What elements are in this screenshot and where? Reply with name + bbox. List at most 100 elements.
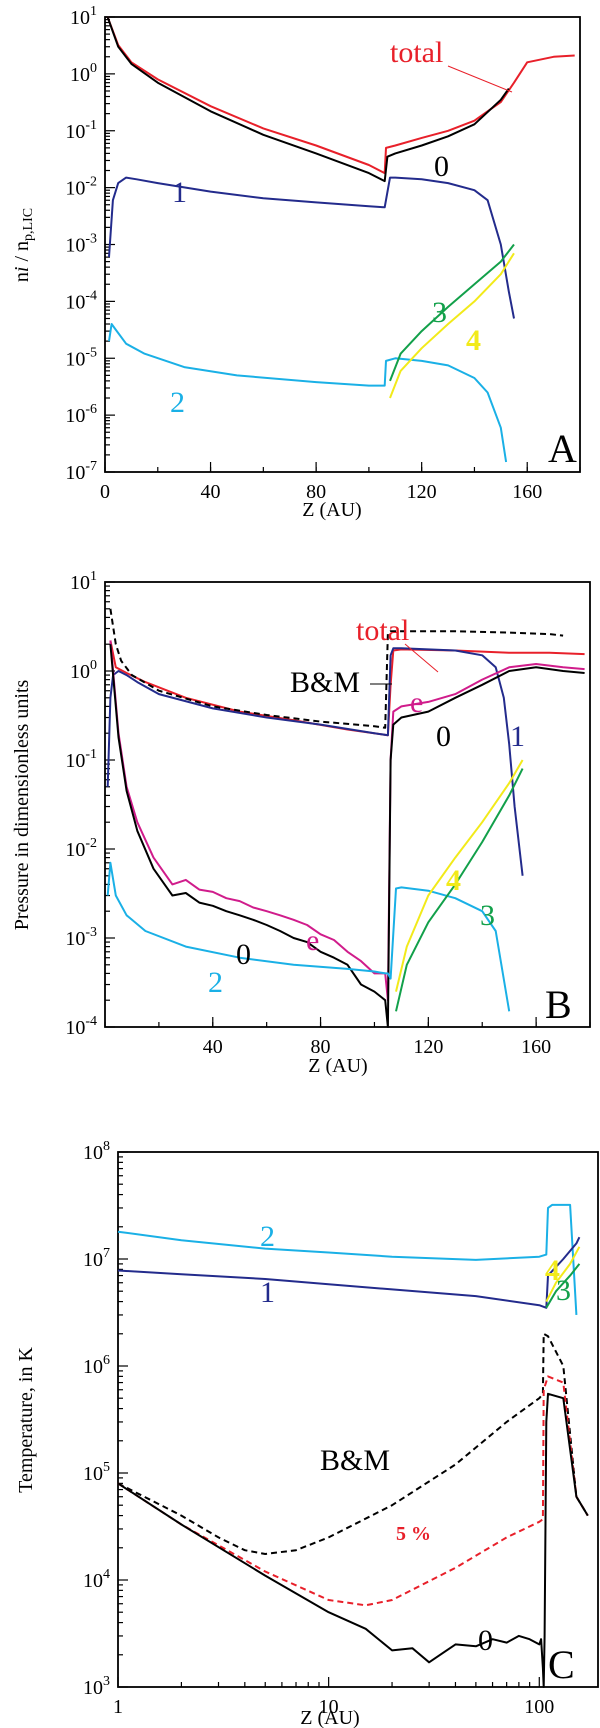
series-line-3 bbox=[389, 243, 515, 382]
x-tick-label: 120 bbox=[413, 1036, 443, 1058]
panel-c-x-ticks: 1 10 100 bbox=[113, 1677, 554, 1718]
y-tick-label: 107 bbox=[83, 1246, 110, 1271]
panel-b-label-0-lower: 0 bbox=[236, 938, 251, 971]
y-tick-label: 10-2 bbox=[65, 175, 97, 200]
x-tick-label: 0 bbox=[100, 481, 110, 503]
panel-c-label-2: 2 bbox=[260, 1220, 275, 1253]
panel-a-series bbox=[106, 16, 575, 463]
panel-c-label-0: 0 bbox=[478, 1624, 493, 1657]
x-tick-label: 40 bbox=[203, 1036, 223, 1058]
series-line-total bbox=[106, 16, 575, 175]
panel-b-x-label: Z (AU) bbox=[308, 1055, 367, 1077]
x-tick-label: 1 bbox=[113, 1696, 123, 1718]
panel-c-label-5pct: 5 % bbox=[396, 1523, 431, 1545]
y-tick-label: 10-1 bbox=[65, 118, 97, 143]
y-tick-label: 106 bbox=[83, 1353, 110, 1378]
panel-a-total-leader bbox=[447, 65, 513, 93]
x-tick-label: 80 bbox=[311, 1036, 331, 1058]
panel-b-total-leader bbox=[404, 643, 439, 673]
panel-c-y-ticks: 108 107 106 105 104 103 bbox=[83, 1139, 128, 1699]
series-line-b-m bbox=[109, 608, 564, 729]
panel-b-y-label: Pressure in dimensionless units bbox=[11, 680, 33, 931]
series-line-3 bbox=[545, 1263, 581, 1309]
panel-b-label-e-upper: e bbox=[410, 686, 423, 719]
panel-b-label-e-lower: e bbox=[306, 924, 319, 957]
y-tick-label: 10-5 bbox=[65, 345, 97, 370]
panel-c-letter: C bbox=[548, 1642, 575, 1687]
x-tick-label: 80 bbox=[306, 481, 326, 503]
y-tick-label: 105 bbox=[83, 1460, 110, 1485]
series-line-1 bbox=[106, 647, 524, 876]
panel-a-y-label: ni / np,LIC bbox=[11, 208, 36, 282]
series-line-1 bbox=[117, 1236, 581, 1309]
y-tick-label: 101 bbox=[70, 4, 97, 29]
y-tick-label: 100 bbox=[70, 61, 97, 86]
panel-c-label-3: 3 bbox=[556, 1274, 571, 1307]
panel-a-label-0: 0 bbox=[434, 150, 449, 183]
series-line-1 bbox=[108, 176, 515, 319]
panel-b-y-ticks: 101 100 10-1 10-2 10-3 10-4 bbox=[65, 569, 115, 1039]
panel-b-label-1: 1 bbox=[510, 720, 525, 753]
y-tick-label: 103 bbox=[83, 1674, 110, 1699]
series-line-3 bbox=[395, 768, 524, 1012]
panel-a: 0 40 80 120 160 10110010-110-210-310-410-510… bbox=[11, 4, 581, 521]
panel-a-letter: A bbox=[548, 426, 577, 471]
series-line-2 bbox=[117, 1203, 578, 1315]
panel-b-label-3: 3 bbox=[480, 899, 495, 932]
panel-c-label-bm: B&M bbox=[320, 1444, 390, 1477]
x-tick-label: 10 bbox=[319, 1696, 339, 1718]
y-tick-label: 10-7 bbox=[65, 459, 97, 484]
panel-b-label-0-upper: 0 bbox=[436, 720, 451, 753]
series-line-0 bbox=[106, 16, 510, 183]
panel-b-label-total: total bbox=[356, 614, 409, 647]
panel-b-label-bm: B&M bbox=[290, 666, 360, 699]
y-tick-label: 10-2 bbox=[65, 836, 97, 861]
series-line-4 bbox=[389, 252, 515, 399]
y-tick-label: 101 bbox=[70, 569, 97, 594]
panel-a-x-ticks: 0 40 80 120 160 bbox=[100, 462, 581, 503]
panel-b-series bbox=[106, 608, 585, 1028]
panel-a-label-2: 2 bbox=[170, 386, 185, 419]
panel-c-series bbox=[117, 1203, 589, 1688]
x-tick-label: 100 bbox=[524, 1696, 554, 1718]
y-tick-label: 104 bbox=[83, 1567, 110, 1592]
panel-a-y-ticks: 101 100 10-1 10-2 10-3 10-4 10-5 10-6 10-7 bbox=[65, 4, 115, 484]
x-tick-label: 160 bbox=[521, 1036, 551, 1058]
panel-a-label-4: 4 bbox=[466, 324, 481, 357]
y-tick-label: 10-3 bbox=[65, 232, 97, 257]
series-line-4 bbox=[545, 1246, 581, 1303]
y-tick-label: 10-4 bbox=[65, 288, 97, 313]
series-line-2 bbox=[108, 323, 508, 463]
panel-c-label-1: 1 bbox=[260, 1276, 275, 1309]
series-line-0 bbox=[109, 644, 585, 1028]
series-line-5- bbox=[117, 1375, 589, 1607]
panel-c-plot-area bbox=[117, 1151, 599, 1688]
panel-a-label-3: 3 bbox=[432, 296, 447, 329]
y-tick-label: 10-3 bbox=[65, 925, 97, 950]
panel-b-label-2: 2 bbox=[208, 966, 223, 999]
panel-a-x-label: Z (AU) bbox=[302, 499, 361, 521]
panel-a-label-1: 1 bbox=[172, 176, 187, 209]
x-tick-label: 120 bbox=[407, 481, 437, 503]
panel-c-y-label: Temperature, in K bbox=[15, 1347, 37, 1493]
series-line-b-m bbox=[117, 1332, 589, 1555]
panel-b-letter: B bbox=[545, 982, 572, 1027]
series-line-e bbox=[109, 640, 585, 1002]
x-tick-label: 40 bbox=[201, 481, 221, 503]
y-tick-label: 10-4 bbox=[65, 1014, 97, 1039]
panel-b-x-ticks: 40 80 120 160 bbox=[104, 1017, 591, 1058]
series-line-0 bbox=[117, 1392, 589, 1688]
panel-b-label-4: 4 bbox=[446, 864, 461, 897]
panel-b: 40 80 120 160 101 1 0 0 10-1 10-2 10-3 10-4 Z (AU)… bbox=[11, 569, 591, 1077]
y-tick-label: 10-1 bbox=[65, 747, 97, 772]
y-tick-label: 10-6 bbox=[65, 402, 97, 427]
series-line-4 bbox=[395, 759, 524, 992]
panel-c-x-label: Z (AU) bbox=[300, 1707, 359, 1728]
panel-b-plot-area bbox=[104, 581, 591, 1028]
x-tick-label: 160 bbox=[512, 481, 542, 503]
panel-a-label-total: total bbox=[390, 36, 443, 69]
series-line-2 bbox=[106, 861, 511, 1012]
panel-c-label-4: 4 bbox=[545, 1254, 560, 1287]
